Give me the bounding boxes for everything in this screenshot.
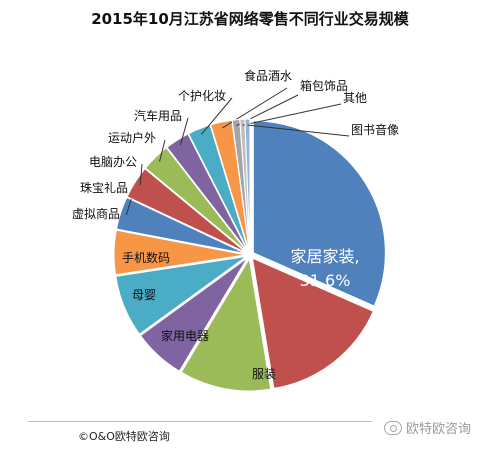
pie-slice-4 — [139, 257, 248, 372]
pie-slice-15 — [244, 118, 251, 252]
pie-slice-3 — [180, 257, 272, 392]
leader-line-8 — [139, 163, 143, 186]
slice-label-5: 手机数码 — [122, 250, 170, 265]
watermark-text: 欧特欧咨询 — [406, 422, 472, 437]
slice-label-4: 母婴 — [132, 288, 156, 302]
pie-slice-6 — [113, 229, 247, 276]
chart-title: 2015年10月江苏省网络零售不同行业交易规模 — [91, 10, 409, 28]
slice-label-6: 虚拟商品 — [72, 206, 120, 221]
pie-slice-7 — [115, 196, 247, 255]
slice-label-1: 家居家装, — [290, 247, 359, 266]
pie-slice-10 — [166, 133, 249, 252]
slice-label-11: 个护化妆 — [178, 89, 226, 103]
leader-line-15 — [247, 124, 350, 137]
leader-line-11 — [201, 97, 233, 135]
slice-value-label-1: 31.6% — [300, 271, 351, 290]
slice-label-9: 运动户外 — [108, 130, 156, 145]
slice-label-7: 珠宝礼品 — [80, 180, 128, 195]
copyright-credit: ©O&O欧特欧咨询 — [78, 430, 170, 443]
pie-slice-8 — [126, 168, 247, 254]
slice-label-14: 其他 — [343, 91, 367, 105]
slice-label-12: 食品酒水 — [244, 68, 292, 83]
leader-line-14 — [242, 103, 342, 126]
slice-label-3: 家用电器 — [161, 328, 209, 343]
leader-line-9 — [159, 139, 166, 162]
footer-divider — [28, 421, 372, 422]
slice-label-15: 图书音像 — [351, 122, 399, 137]
slice-label-8: 电脑办公 — [89, 154, 137, 169]
pie-slice-2 — [251, 257, 374, 389]
wechat-icon — [384, 421, 402, 435]
pie-slice-5 — [115, 256, 247, 335]
pie-slice-1 — [252, 120, 386, 307]
slice-label-10: 汽车用品 — [134, 108, 182, 123]
pie-slice-11 — [187, 124, 249, 252]
leader-line-10 — [179, 117, 189, 146]
slice-label-2: 服装 — [252, 367, 276, 381]
wechat-watermark: 欧特欧咨询 — [384, 418, 471, 437]
pie-slice-9 — [144, 147, 248, 253]
slice-label-13: 箱包饰品 — [300, 78, 348, 93]
